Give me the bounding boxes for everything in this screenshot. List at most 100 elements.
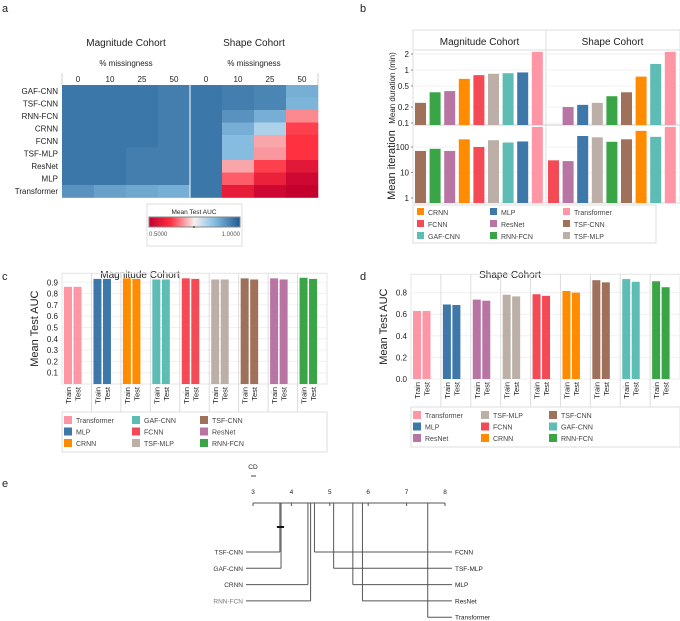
heatmap-column-label: 10 <box>106 75 115 84</box>
heatmap-cell <box>286 122 319 136</box>
legend-swatch <box>132 427 140 436</box>
bar-RNN-FCN-test <box>661 287 670 379</box>
y-axis-label: Mean Test AUC <box>378 288 390 364</box>
heatmap-cell <box>222 147 255 161</box>
colorbar-max-label: 1.0000 <box>222 232 241 238</box>
y-tick-label: 0.6 <box>47 312 59 321</box>
legend-swatch <box>490 220 497 227</box>
legend-label: TSF-CNN <box>574 222 605 229</box>
heatmap-cell <box>94 122 127 136</box>
heatmap-cell <box>126 85 159 98</box>
heatmap-row-label: MLP <box>42 175 58 184</box>
bar-FCNN <box>473 147 485 203</box>
bar-label: Train <box>592 382 601 399</box>
bar-RNN-FCN <box>606 141 618 203</box>
bar-label: Train <box>503 382 512 399</box>
heatmap-cell <box>286 160 319 173</box>
legend-swatch <box>490 208 497 215</box>
heatmap-cell <box>222 135 255 148</box>
heatmap-column-label: 25 <box>138 75 147 84</box>
bar-CRNN <box>635 76 647 125</box>
bar-CRNN-train <box>562 290 571 379</box>
rank-tick-label: 8 <box>443 489 447 496</box>
bar-Transformer <box>531 51 543 126</box>
rank-tick-label: 7 <box>405 489 409 496</box>
method-label: TSF-CNN <box>214 550 243 557</box>
heatmap-cell <box>254 122 287 136</box>
bar-TSF-MLP <box>591 102 603 125</box>
bar-label: Train <box>123 387 132 404</box>
bar-label: Test <box>74 386 83 401</box>
heatmap-cell <box>158 97 191 111</box>
y-tick-label: 0.7 <box>47 301 59 310</box>
legend-swatch <box>200 416 208 424</box>
bar-label: Train <box>64 387 73 404</box>
heatmap-cell <box>62 147 95 161</box>
bar-label: Train <box>533 382 542 399</box>
y-axis-label: Mean Test AUC <box>29 290 41 366</box>
method-label: RNN-FCN <box>213 598 243 605</box>
heatmap-cell <box>286 172 319 186</box>
legend-box <box>412 204 657 244</box>
bar-FCNN <box>473 75 485 125</box>
legend-swatch <box>132 416 140 424</box>
heatmap-cell <box>222 85 255 98</box>
heatmap-cell <box>254 160 287 173</box>
y-tick-label: 10 <box>400 169 409 178</box>
y-axis-label: Mean duration (min) <box>388 52 397 124</box>
bar-TSF-CNN <box>415 150 426 203</box>
bar-ResNet-test <box>482 300 491 379</box>
heatmap-cell <box>126 172 159 186</box>
bar-Transformer <box>664 127 676 203</box>
legend-swatch <box>417 220 424 227</box>
bar-GAF-CNN-train <box>622 279 631 379</box>
bar-TSF-CNN-train <box>592 280 601 379</box>
bar-label: Test <box>221 386 230 401</box>
bar-ResNet <box>444 150 456 203</box>
heatmap-cell <box>158 135 191 148</box>
heatmap-row-label: GAF-CNN <box>22 87 59 96</box>
heatmap-cell <box>126 135 159 148</box>
heatmap-row-label: TSF-CNN <box>23 100 58 109</box>
bar-ResNet-test <box>279 279 288 384</box>
method-label: Transformer <box>455 615 491 621</box>
bar-GAF-CNN <box>502 142 514 203</box>
legend-label: RNN-FCN <box>212 441 244 448</box>
heatmap-cell <box>158 85 191 98</box>
method-label: MLP <box>455 582 468 589</box>
legend-label: TSF-CNN <box>212 418 243 425</box>
bar-CRNN-test <box>132 278 141 384</box>
bar-label: Train <box>562 382 571 399</box>
bar-TSF-MLP <box>488 73 499 125</box>
legend-label: FCNN <box>144 430 163 437</box>
bar-TSF-MLP <box>591 137 603 203</box>
heatmap-cell <box>62 185 95 198</box>
legend-label: RNN-FCN <box>501 234 533 241</box>
legend-box <box>410 406 680 448</box>
heatmap-row-label: FCNN <box>36 137 58 146</box>
y-tick-label: 0.1 <box>398 119 410 128</box>
heatmap-cell <box>62 97 95 111</box>
y-tick-label: 0.5 <box>398 82 410 91</box>
bar-Transformer <box>664 51 676 126</box>
bar-TSF-MLP-train <box>211 279 220 384</box>
bar-label: Test <box>103 386 112 401</box>
bar-MLP-train <box>93 278 102 384</box>
bar-label: Test <box>309 386 318 401</box>
bar-TSF-CNN <box>621 92 632 125</box>
bar-label: Test <box>662 381 671 396</box>
bar-Transformer-train <box>64 286 72 384</box>
legend-swatch <box>200 439 208 447</box>
bar-GAF-CNN <box>650 136 662 203</box>
y-tick-label: 0.5 <box>47 324 59 333</box>
heatmap-cell <box>254 185 287 198</box>
legend-swatch <box>549 434 557 442</box>
heatmap-row-label: CRNN <box>35 125 58 134</box>
heatmap-cell <box>94 160 127 173</box>
legend-label: CRNN <box>428 210 448 217</box>
bar-ResNet-train <box>472 299 481 379</box>
heatmap-cell <box>94 110 127 123</box>
heatmap-column-label: 50 <box>170 75 179 84</box>
method-label: FCNN <box>455 550 473 557</box>
legend-swatch <box>417 232 424 239</box>
